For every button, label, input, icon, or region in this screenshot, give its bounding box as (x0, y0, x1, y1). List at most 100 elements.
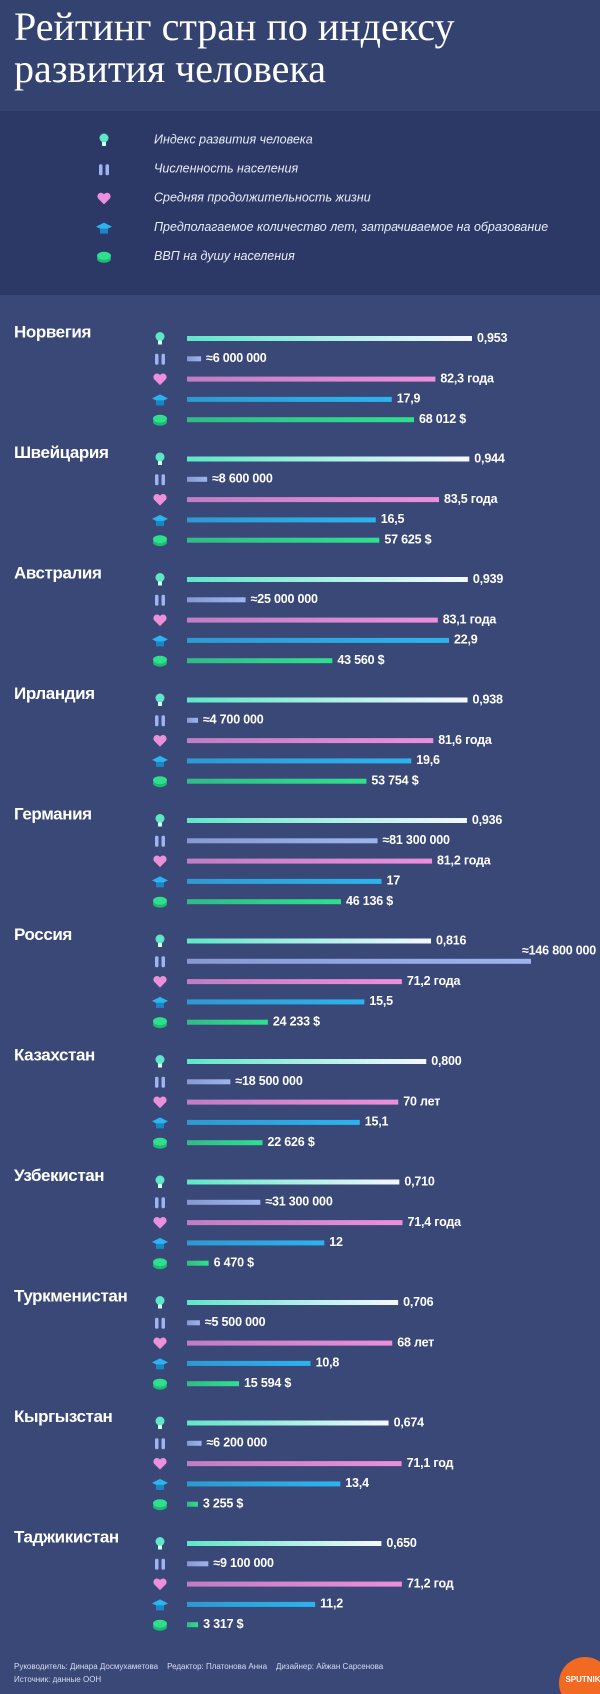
row-icon (158, 943, 162, 947)
row-icon (153, 975, 167, 988)
row-icon (161, 715, 165, 727)
row-icon (161, 835, 165, 847)
bar (187, 537, 380, 543)
bar (187, 1340, 393, 1346)
row-icon (153, 1017, 167, 1026)
bar (187, 1461, 402, 1467)
bar (187, 1240, 325, 1246)
bar (187, 1059, 427, 1064)
bar (187, 476, 208, 482)
row-icon (158, 1184, 162, 1188)
row-icon (156, 1123, 164, 1129)
bar (187, 417, 414, 423)
row-icon (155, 1537, 165, 1546)
value-label: ≈9 100 000 (213, 1556, 274, 1570)
bar (187, 958, 531, 964)
bar (187, 878, 382, 884)
value-label: 57 625 $ (384, 532, 431, 546)
row-icon (156, 1605, 164, 1611)
row-icon (161, 1558, 165, 1570)
country-name: Германия (14, 804, 92, 823)
value-label: 19,6 (416, 753, 440, 767)
value-label: 81,2 года (437, 853, 492, 867)
bar (187, 1079, 231, 1085)
value-label: 3 255 $ (203, 1496, 244, 1510)
bar (187, 396, 392, 402)
bar (187, 818, 467, 823)
bar (187, 1199, 261, 1205)
logo-circle (559, 1657, 600, 1694)
bar (187, 356, 202, 362)
row-icon (156, 1002, 164, 1008)
value-label: 22,9 (454, 633, 478, 647)
row-icon (161, 1197, 165, 1209)
row-icon (161, 1076, 165, 1088)
row-icon (153, 1137, 167, 1146)
row-icon (156, 520, 164, 526)
row-icon (155, 835, 159, 847)
country-name: Узбекистан (14, 1166, 104, 1185)
legend-label: Индекс развития человека (154, 132, 313, 146)
row-icon (155, 594, 159, 606)
bar (187, 1260, 209, 1266)
row-icon (155, 1197, 159, 1209)
value-label: 71,2 год (407, 1576, 454, 1590)
header-band (0, 0, 600, 111)
value-label: 46 136 $ (346, 894, 393, 908)
legend-icon (105, 164, 109, 176)
credit: Дизайнер: Айжан Сарсенова (276, 1662, 384, 1671)
value-label: 0,938 (473, 692, 504, 706)
value-label: 10,8 (316, 1356, 340, 1370)
credit: Редактор: Платонова Анна (167, 1662, 267, 1671)
bar (187, 1019, 268, 1025)
row-icon (153, 776, 167, 785)
value-label: 0,939 (473, 572, 504, 586)
value-label: ≈6 000 000 (206, 351, 267, 365)
legend-icon (99, 133, 109, 143)
value-label: 81,6 года (438, 733, 493, 747)
row-icon (158, 1063, 162, 1068)
row-icon (158, 1425, 162, 1429)
row-icon (155, 452, 165, 462)
bar (187, 1501, 198, 1507)
value-label: 43 560 $ (337, 653, 384, 667)
value-label: 15 594 $ (244, 1376, 291, 1390)
country-name: Кыргызстан (14, 1407, 113, 1426)
row-icon (156, 400, 164, 406)
row-icon (158, 822, 162, 827)
credit: Руководитель: Динара Досмухаметова (14, 1662, 159, 1671)
row-icon (155, 1317, 159, 1329)
row-icon (153, 735, 167, 747)
bar (187, 758, 412, 764)
bar (187, 1099, 399, 1105)
bar (187, 517, 376, 523)
row-icon (153, 1337, 167, 1350)
row-icon (155, 1558, 159, 1570)
value-label: ≈8 600 000 (212, 472, 273, 486)
bar (187, 1381, 240, 1387)
row-icon (161, 474, 165, 486)
logo: SPUTNIK (565, 1675, 600, 1684)
row-icon (153, 535, 167, 544)
bar (187, 778, 367, 784)
bar (187, 497, 439, 503)
legend-icon (97, 192, 111, 205)
legend-icon (102, 142, 106, 146)
bar (187, 1561, 209, 1567)
value-label: ≈4 700 000 (203, 713, 264, 727)
bar (187, 1440, 202, 1446)
row-icon (153, 655, 167, 664)
row-icon (155, 332, 165, 341)
country-name: Норвегия (14, 322, 91, 341)
row-icon (155, 1076, 159, 1088)
value-label: 68 лет (397, 1335, 434, 1349)
row-icon (158, 340, 162, 345)
row-icon (153, 896, 167, 905)
row-icon (156, 1243, 164, 1249)
value-label: 71,2 года (407, 974, 462, 988)
row-icon (153, 1457, 167, 1470)
bar (187, 637, 449, 643)
row-icon (161, 956, 165, 968)
bar (187, 1420, 389, 1426)
value-label: ≈31 300 000 (265, 1195, 332, 1209)
